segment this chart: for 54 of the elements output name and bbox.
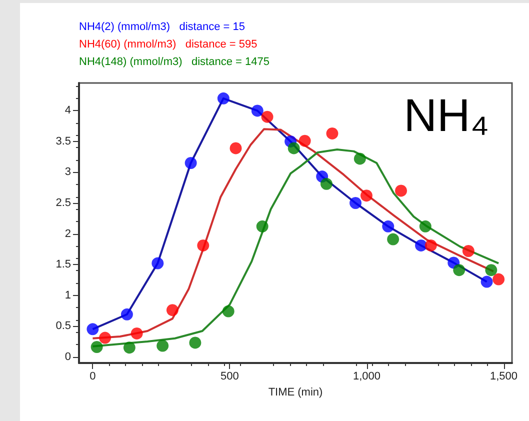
- point: [261, 110, 274, 123]
- text: NH4(148) (mmol/m3) distance = 1475: [79, 56, 270, 68]
- point: [492, 273, 505, 286]
- y-tick-label: 3: [64, 166, 71, 178]
- x-tick-label: 1,000: [352, 370, 381, 382]
- point: [222, 305, 234, 318]
- point: [424, 239, 437, 252]
- point: [419, 220, 432, 232]
- point: [360, 190, 372, 202]
- x-tick-label: 1,500: [490, 370, 518, 382]
- point: [485, 264, 498, 276]
- point: [130, 327, 143, 340]
- x-tick-label: 0: [90, 370, 96, 382]
- y-tick-label: 0.5: [56, 320, 71, 332]
- point: [189, 336, 202, 349]
- y-tick-label: 3.5: [56, 135, 71, 148]
- point: [415, 239, 428, 252]
- y-tick-label: 2: [64, 228, 71, 240]
- point: [350, 197, 362, 209]
- x-tick-label: 500: [220, 370, 239, 382]
- point: [354, 152, 366, 165]
- point: [86, 323, 99, 336]
- point: [320, 178, 332, 190]
- point: [184, 157, 197, 169]
- point: [99, 332, 112, 344]
- y-tick-label: 4: [64, 104, 71, 117]
- point: [123, 342, 136, 354]
- annotation: NH₄: [404, 89, 489, 141]
- y-tick-label: 1: [64, 289, 71, 302]
- point: [90, 341, 103, 353]
- point: [251, 104, 264, 117]
- point: [166, 304, 178, 316]
- text: NH4(2) (mmol/m3) distance = 15: [79, 21, 245, 33]
- point: [462, 245, 474, 257]
- point: [217, 92, 230, 104]
- point: [480, 276, 493, 288]
- text: NH4(60) (mmol/m3) distance = 595: [79, 38, 258, 50]
- point: [230, 142, 242, 154]
- y-tick-label: 1.5: [56, 258, 71, 271]
- y-tick-label: 0: [64, 350, 71, 363]
- point: [453, 264, 466, 276]
- point: [156, 340, 169, 352]
- point: [256, 220, 268, 232]
- point: [197, 239, 210, 252]
- point: [326, 127, 338, 140]
- point: [387, 233, 400, 246]
- point: [395, 184, 408, 197]
- point: [120, 308, 133, 320]
- point: [152, 257, 164, 270]
- point: [382, 220, 394, 232]
- point: [288, 142, 300, 154]
- x-axis-title: TIME (min): [268, 386, 323, 398]
- y-tick-label: 2.5: [56, 197, 71, 209]
- point: [298, 134, 311, 147]
